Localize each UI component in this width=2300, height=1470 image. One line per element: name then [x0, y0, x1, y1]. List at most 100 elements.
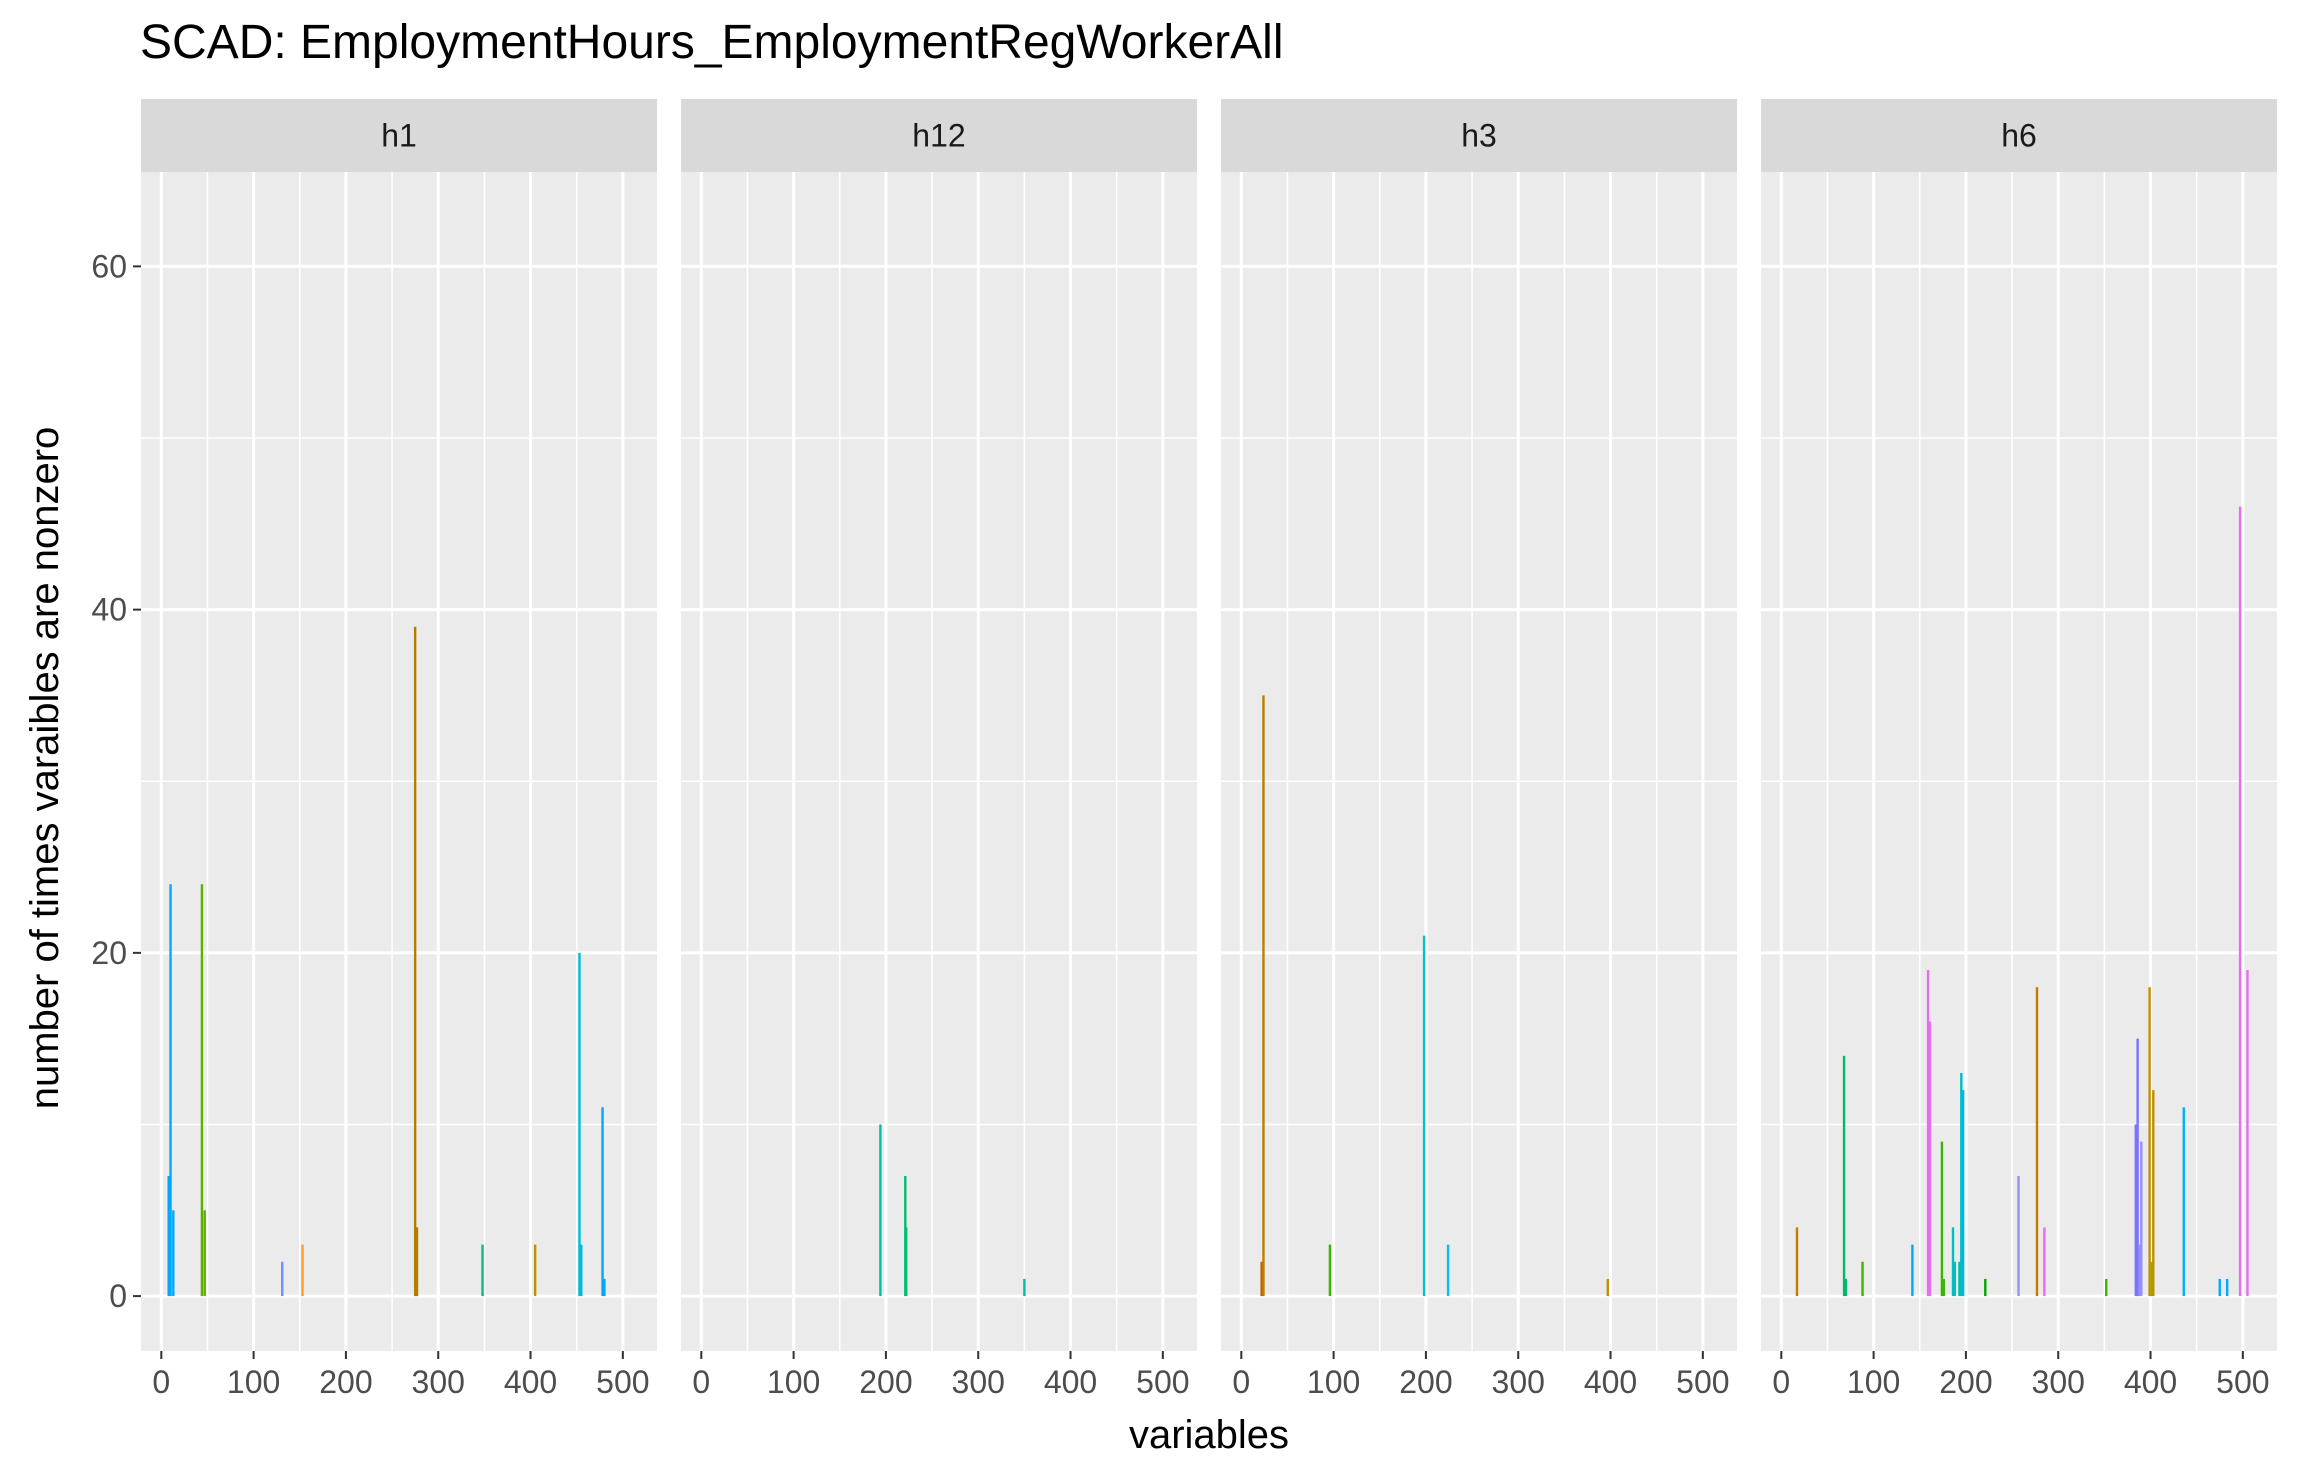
bar — [415, 1227, 419, 1297]
y-tick-label: 0 — [109, 1278, 127, 1314]
bar — [1951, 1227, 1955, 1297]
bar — [2138, 1244, 2141, 1297]
bar — [2218, 1278, 2221, 1297]
bar — [2148, 987, 2151, 1297]
bar — [413, 626, 417, 1297]
x-tick-label: 500 — [2216, 1364, 2269, 1400]
bar — [2182, 1107, 2185, 1297]
facet-panels: h1 0 100 200 300 400 500 h12 0 100 200 300 400 500 h3 0… — [141, 99, 2277, 1400]
facet-panel-h12: h12 0 100 200 300 400 500 — [681, 99, 1197, 1400]
x-tick-label: 0 — [1232, 1364, 1250, 1400]
y-axis-title: number of times varaibles are nonzero — [23, 427, 67, 1110]
bar — [2134, 1124, 2137, 1297]
x-tick-label: 100 — [767, 1364, 820, 1400]
x-tick-label: 200 — [1939, 1364, 1992, 1400]
facet-strip-label: h3 — [1461, 118, 1497, 154]
x-tick-label: 500 — [1676, 1364, 1729, 1400]
bar — [533, 1244, 537, 1297]
x-tick-label: 0 — [152, 1364, 170, 1400]
bar — [1023, 1278, 1026, 1297]
bar — [601, 1107, 604, 1297]
x-tick-label: 400 — [1044, 1364, 1097, 1400]
facet-panel-h3: h3 0 100 200 300 400 500 — [1221, 99, 1737, 1400]
bar — [1795, 1227, 1799, 1297]
x-tick-label: 400 — [504, 1364, 557, 1400]
facet-strip-label: h1 — [381, 118, 417, 154]
x-tick-label: 100 — [227, 1364, 280, 1400]
bar — [2238, 506, 2242, 1297]
bar — [2035, 987, 2039, 1297]
bar — [1861, 1261, 1864, 1297]
bar — [200, 884, 204, 1297]
bar — [1328, 1244, 1332, 1297]
x-tick-label: 500 — [596, 1364, 649, 1400]
bar — [1842, 1055, 1846, 1297]
bar — [2136, 1038, 2139, 1297]
bar — [172, 1210, 175, 1297]
bar — [1953, 1261, 1957, 1297]
y-tick-label: 20 — [91, 935, 127, 971]
facet-strip — [681, 99, 1197, 172]
x-tick-label: 200 — [319, 1364, 372, 1400]
chart-title: SCAD: EmploymentHours_EmploymentRegWorke… — [140, 16, 1284, 69]
bar — [1984, 1278, 1987, 1297]
bar — [1844, 1278, 1848, 1297]
bar — [1262, 695, 1265, 1297]
bar — [281, 1261, 284, 1297]
bar — [203, 1210, 206, 1297]
x-tick-label: 100 — [1307, 1364, 1360, 1400]
bar — [1260, 1261, 1263, 1297]
bar — [603, 1278, 606, 1297]
y-tick-label: 40 — [91, 592, 127, 628]
bar — [2105, 1278, 2108, 1297]
bar — [879, 1124, 882, 1297]
bar — [169, 884, 172, 1297]
y-axis: 0 20 40 60 — [91, 248, 141, 1314]
bar — [2140, 1141, 2143, 1297]
bar — [1926, 970, 1930, 1297]
facet-strip — [1761, 99, 2277, 172]
bar — [301, 1244, 304, 1297]
panel-background — [1761, 172, 2277, 1351]
bar — [481, 1244, 484, 1297]
facet-strip — [1221, 99, 1737, 172]
bar — [2150, 1261, 2153, 1297]
bar — [2246, 970, 2249, 1297]
x-tick-label: 100 — [1847, 1364, 1900, 1400]
bar — [167, 1175, 170, 1297]
x-tick-label: 200 — [859, 1364, 912, 1400]
panel-background — [141, 172, 657, 1351]
bar — [2043, 1227, 2046, 1297]
bar — [2225, 1278, 2229, 1297]
facet-strip-label: h6 — [2001, 118, 2037, 154]
facet-strip-label: h12 — [912, 118, 965, 154]
bar — [2017, 1175, 2020, 1297]
x-axis-title: variables — [1129, 1413, 1289, 1457]
x-tick-label: 200 — [1399, 1364, 1452, 1400]
panel-background — [681, 172, 1197, 1351]
x-tick-label: 0 — [1772, 1364, 1790, 1400]
x-tick-label: 300 — [952, 1364, 1005, 1400]
facet-panel-h1: h1 0 100 200 300 400 500 — [141, 99, 657, 1400]
x-tick-label: 500 — [1136, 1364, 1189, 1400]
facet-strip — [141, 99, 657, 172]
x-tick-label: 0 — [692, 1364, 710, 1400]
bar — [1911, 1244, 1914, 1297]
x-tick-label: 300 — [412, 1364, 465, 1400]
bar — [1960, 1072, 1963, 1297]
bar — [1422, 935, 1426, 1297]
x-tick-label: 300 — [1492, 1364, 1545, 1400]
bar — [1928, 1021, 1932, 1297]
bar — [578, 952, 581, 1297]
x-tick-label: 400 — [2124, 1364, 2177, 1400]
bar — [1606, 1278, 1609, 1297]
bar — [580, 1244, 583, 1297]
bar — [2152, 1090, 2155, 1297]
facet-panel-h6: h6 0 100 200 300 400 500 — [1761, 99, 2277, 1400]
bar — [1940, 1141, 1944, 1297]
bar — [1958, 1261, 1961, 1297]
bar — [1942, 1278, 1945, 1297]
x-tick-label: 400 — [1584, 1364, 1637, 1400]
